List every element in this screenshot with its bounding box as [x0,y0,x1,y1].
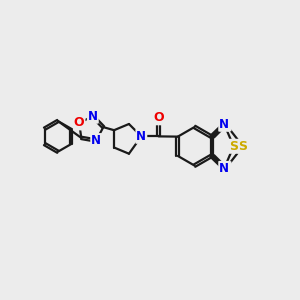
Text: N: N [91,134,101,147]
Text: O: O [153,111,164,124]
Text: N: N [219,162,229,175]
Text: S: S [238,140,247,153]
Text: S: S [229,140,238,153]
Text: N: N [136,130,146,143]
Text: N: N [219,118,229,131]
Text: N: N [220,118,230,130]
Text: N: N [220,162,230,175]
Text: O: O [74,116,85,129]
Text: N: N [88,110,98,123]
